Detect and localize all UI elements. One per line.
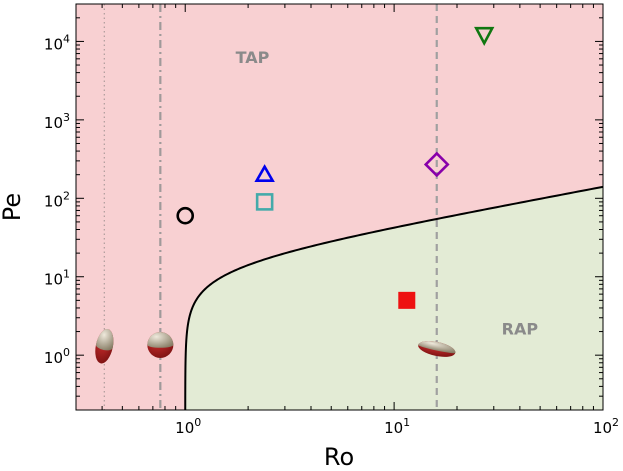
marker-square — [398, 291, 416, 309]
y-tick-label: 100 — [44, 346, 70, 367]
x-axis-title: Ro — [324, 443, 354, 471]
x-tick-label: 101 — [384, 416, 410, 437]
y-tick-label: 104 — [44, 32, 70, 53]
boundary-curve — [184, 185, 603, 410]
particle-icons — [95, 329, 456, 364]
rap-region — [185, 186, 603, 410]
particle-top — [418, 341, 456, 354]
particle-top — [147, 331, 174, 348]
plot-area — [76, 4, 603, 410]
prolate-particle-icon — [95, 329, 114, 364]
plot-frame — [75, 3, 604, 411]
rap-region-label: RAP — [502, 319, 539, 338]
axis-ticks — [75, 3, 604, 411]
marker-circle — [176, 206, 195, 225]
x-tick-label: 100 — [175, 416, 201, 437]
sphere-particle-icon — [147, 331, 174, 358]
marker-diamond — [423, 151, 450, 178]
y-tick-label: 101 — [44, 268, 70, 289]
particle-top — [96, 329, 114, 351]
marker-triangle-up — [254, 164, 275, 182]
oblate-particle-icon — [418, 341, 456, 357]
tick-labels: 100 101 102 100 101 102 103 104 — [44, 32, 619, 437]
tap-region-label: TAP — [236, 48, 270, 67]
y-tick-label: 103 — [44, 111, 70, 132]
data-markers — [176, 26, 495, 309]
x-tick-label: 102 — [593, 416, 619, 437]
y-axis-title: Pe — [0, 193, 26, 221]
marker-triangle-down — [474, 26, 495, 46]
y-tick-label: 102 — [44, 189, 70, 210]
marker-square — [255, 193, 274, 211]
